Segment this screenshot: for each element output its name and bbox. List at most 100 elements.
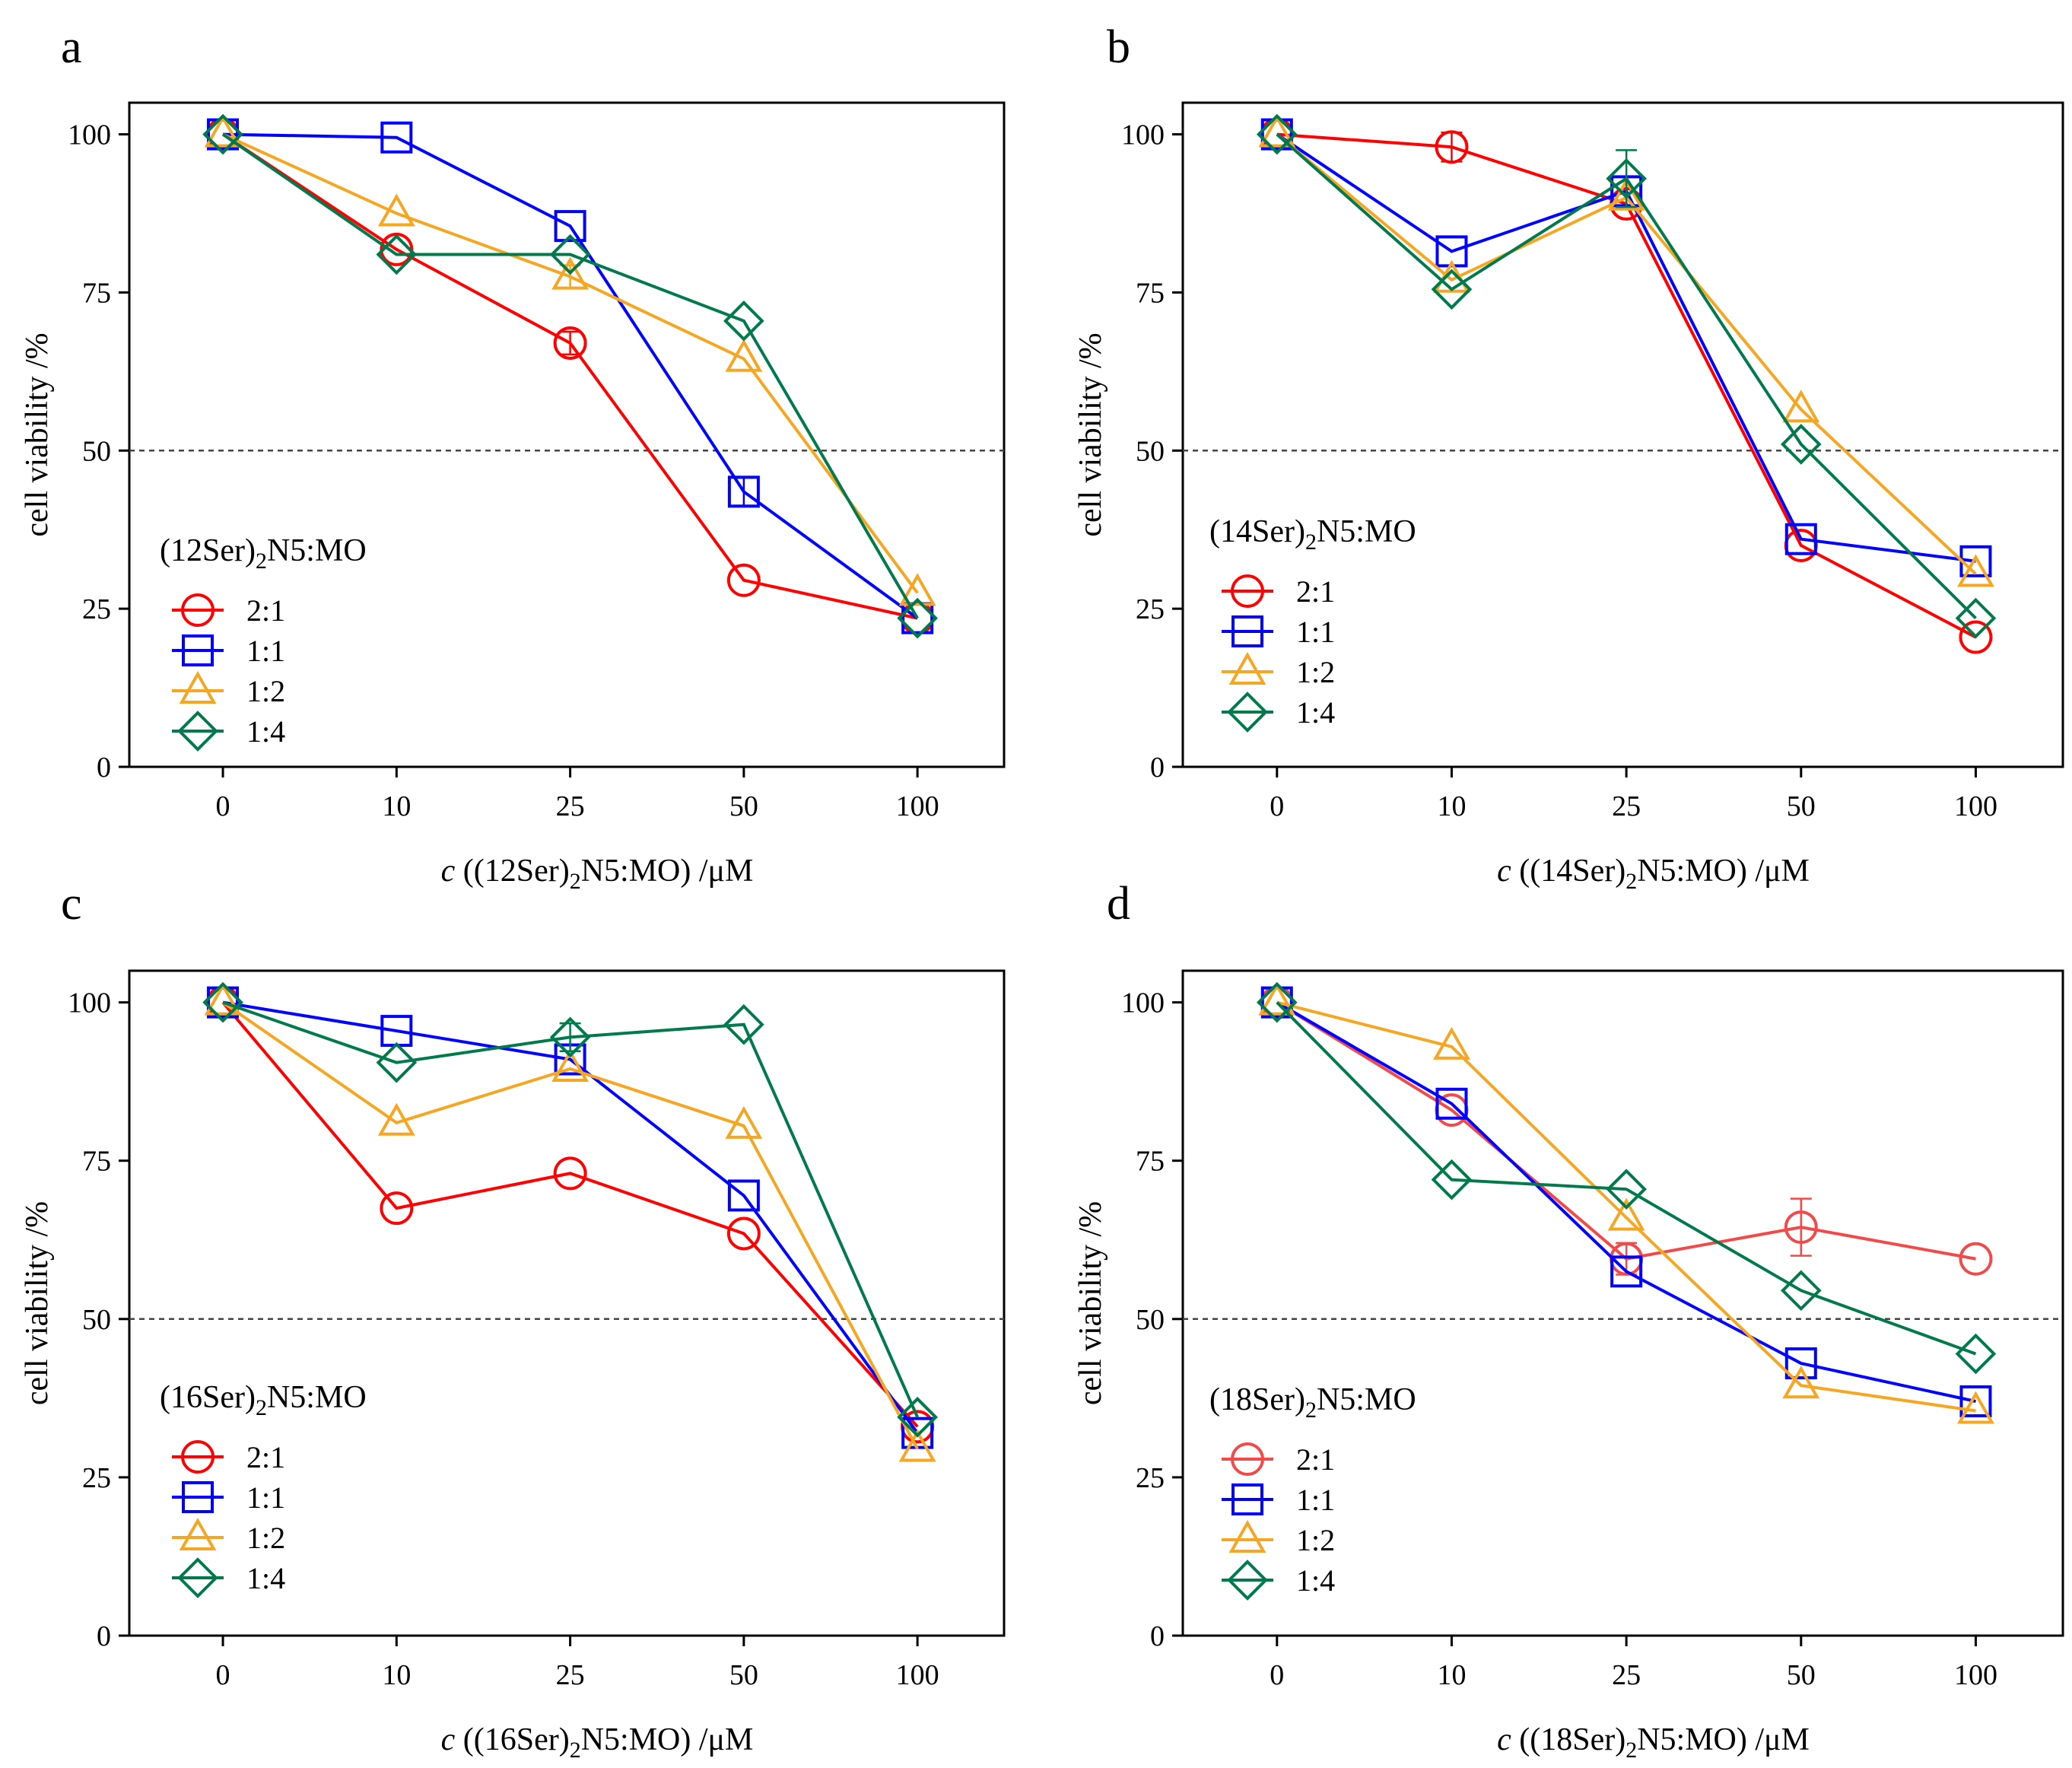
data-point-triangle [1957, 1391, 1994, 1424]
x-axis-title: c ((12Ser)2N5:MO) /μM [441, 854, 754, 894]
y-tick-label: 25 [1136, 1462, 1165, 1494]
data-point-square [1435, 1087, 1468, 1120]
x-tick-label: 10 [382, 1659, 411, 1691]
series-1-2 [204, 114, 936, 606]
y-tick-label: 25 [1136, 593, 1165, 625]
series-2-1 [1260, 985, 1993, 1276]
data-point-diamond [202, 981, 243, 1023]
data-point-diamond [723, 1003, 764, 1045]
x-tick-label: 100 [1954, 1659, 1997, 1691]
data-point-triangle [1782, 390, 1820, 423]
legend-label: 1:4 [246, 1561, 285, 1595]
legend-marker-diamond [1227, 692, 1268, 733]
legend-marker-triangle [1228, 651, 1266, 685]
x-axis-title: c ((18Ser)2N5:MO) /μM [1497, 1722, 1810, 1763]
legend-label: 2:1 [246, 593, 285, 628]
legend-label: 2:1 [1296, 1442, 1335, 1477]
series-line [1276, 1000, 1976, 1413]
x-tick-label: 50 [1787, 790, 1816, 822]
legend-label: 1:1 [246, 634, 285, 668]
plot-frame [1181, 969, 2064, 1637]
data-point-square [1784, 1347, 1817, 1380]
legend-marker-circle [181, 1440, 215, 1474]
x-tick-label: 25 [556, 1659, 585, 1691]
data-point-circle [1959, 620, 1993, 654]
x-tick-label: 0 [1270, 1659, 1284, 1691]
legend: (12Ser)2N5:MO 2:1 1:1 1:2 1:4 [160, 533, 367, 752]
panel-letter: c [61, 878, 82, 930]
data-point-square [380, 121, 413, 154]
y-tick-label: 50 [82, 435, 111, 467]
data-point-triangle [1607, 1197, 1645, 1231]
legend-title: (16Ser)2N5:MO [160, 1380, 367, 1420]
data-point-diamond [1780, 424, 1822, 465]
data-point-diamond [1431, 269, 1473, 310]
series-1-4 [1256, 981, 1997, 1375]
plot-frame [128, 101, 1006, 768]
x-tick-label: 0 [216, 790, 230, 822]
legend: (14Ser)2N5:MO 2:1 1:1 1:2 1:4 [1209, 514, 1416, 733]
data-point-triangle [1433, 1026, 1470, 1060]
data-point-square [1784, 523, 1817, 555]
y-tick-label: 0 [1150, 752, 1165, 784]
data-point-circle [1784, 1210, 1818, 1245]
x-tick-label: 25 [1612, 1659, 1641, 1691]
chart-panel-a: a 0 25 50 75 100 0 10 25 50 100 cell viability /% c … [20, 21, 1006, 894]
series-1-4 [202, 113, 938, 639]
y-tick-label: 75 [82, 1146, 111, 1178]
data-point-diamond [549, 234, 591, 275]
x-axis-title: c ((14Ser)2N5:MO) /μM [1497, 854, 1810, 894]
y-tick-label: 0 [97, 752, 111, 784]
panel-letter: d [1107, 878, 1130, 930]
data-point-diamond [549, 1016, 591, 1058]
plot-frame [128, 969, 1006, 1637]
series-1-1 [1260, 986, 1992, 1418]
data-point-triangle [1258, 982, 1296, 1016]
x-tick-label: 10 [1437, 1659, 1466, 1691]
legend-label: 1:4 [246, 714, 285, 749]
data-point-diamond [376, 1041, 418, 1083]
panel-letter: b [1107, 21, 1130, 73]
data-point-triangle [898, 573, 936, 606]
legend-marker-square [182, 634, 214, 666]
legend-label: 1:1 [1296, 1483, 1335, 1517]
y-tick-label: 25 [82, 1462, 111, 1494]
series-line [222, 1000, 919, 1418]
x-tick-label: 50 [1787, 1659, 1816, 1691]
series-1-2 [204, 982, 936, 1462]
data-point-triangle [725, 339, 763, 372]
legend-marker-square [1231, 1483, 1263, 1515]
x-tick-label: 0 [1270, 790, 1284, 822]
y-tick-label: 50 [82, 1304, 111, 1336]
data-point-square [1959, 1385, 1992, 1418]
data-point-diamond [1431, 1159, 1473, 1200]
data-point-diamond [376, 234, 418, 275]
series-line [222, 1000, 919, 1434]
legend: (18Ser)2N5:MO 2:1 1:1 1:2 1:4 [1209, 1382, 1416, 1601]
legend-marker-triangle [179, 670, 217, 704]
x-tick-label: 25 [556, 790, 585, 822]
x-tick-label: 100 [896, 790, 939, 822]
legend-label: 1:1 [1296, 615, 1335, 649]
legend-title: (14Ser)2N5:MO [1209, 514, 1416, 555]
data-point-circle [553, 326, 587, 360]
data-point-square [727, 475, 760, 508]
legend-marker-square [182, 1481, 214, 1513]
y-tick-label: 75 [1136, 1146, 1165, 1178]
x-tick-label: 25 [1612, 790, 1641, 822]
series-1-4 [202, 981, 938, 1438]
y-tick-label: 100 [68, 987, 111, 1019]
series-line [221, 1001, 919, 1428]
data-point-diamond [1256, 981, 1298, 1023]
data-point-circle [553, 1156, 587, 1191]
y-tick-label: 50 [1136, 1304, 1165, 1336]
data-point-circle [380, 1191, 414, 1226]
chart-panel-b: b 0 25 50 75 100 0 10 25 50 100 cell viability /% c … [1073, 21, 2064, 894]
legend-marker-circle [1231, 1442, 1264, 1476]
data-point-diamond [202, 113, 243, 155]
data-point-triangle [551, 1048, 590, 1083]
y-tick-label: 0 [1150, 1620, 1165, 1652]
data-point-triangle [1782, 1366, 1820, 1399]
legend-label: 1:2 [246, 1521, 285, 1555]
